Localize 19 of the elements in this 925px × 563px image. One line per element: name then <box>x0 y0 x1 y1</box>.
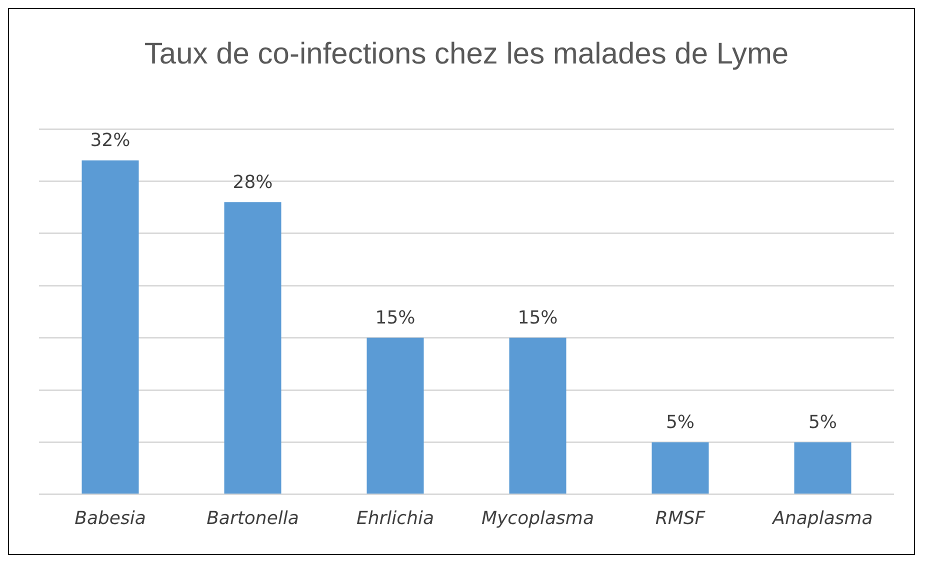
bar <box>652 442 709 494</box>
data-label: 15% <box>375 307 416 328</box>
data-label: 5% <box>666 412 695 433</box>
bar <box>224 202 282 494</box>
x-tick-label: RMSF <box>655 508 706 529</box>
x-tick-label: Mycoplasma <box>482 508 594 529</box>
bar <box>794 442 852 494</box>
bar <box>509 338 566 494</box>
data-label: 15% <box>518 307 558 328</box>
x-tick-label: Babesia <box>74 508 146 529</box>
chart-title: Taux de co-infections chez les malades de Lyme <box>144 37 789 70</box>
x-tick-label: Ehrlichia <box>356 508 434 529</box>
x-tick-label: Bartonella <box>206 508 299 529</box>
bar <box>82 160 139 494</box>
data-label: 28% <box>232 172 273 193</box>
data-label: 5% <box>808 412 838 433</box>
bar <box>366 338 424 494</box>
data-label: 32% <box>90 130 130 151</box>
x-tick-label: Anaplasma <box>772 508 873 529</box>
